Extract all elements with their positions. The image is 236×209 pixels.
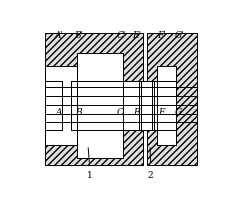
Bar xyxy=(77,130,122,158)
Bar xyxy=(45,81,62,130)
Text: 2: 2 xyxy=(148,171,154,180)
Text: G': G' xyxy=(175,31,185,40)
Bar xyxy=(71,81,141,130)
Text: A': A' xyxy=(55,31,63,40)
Bar xyxy=(45,66,77,145)
Bar xyxy=(77,53,122,158)
Bar xyxy=(45,81,62,130)
Bar xyxy=(45,33,143,165)
Bar xyxy=(157,66,176,81)
Bar xyxy=(139,81,154,130)
Bar xyxy=(45,66,77,145)
Text: A: A xyxy=(56,108,62,117)
Bar xyxy=(157,66,176,145)
Bar xyxy=(157,66,176,145)
Bar xyxy=(152,81,176,130)
Bar xyxy=(139,81,154,130)
Text: B: B xyxy=(75,108,82,117)
Bar xyxy=(147,33,197,165)
Bar xyxy=(77,81,140,130)
Bar xyxy=(77,53,122,158)
Text: 1: 1 xyxy=(87,171,93,180)
Text: B': B' xyxy=(74,31,83,40)
Text: C': C' xyxy=(116,31,126,40)
Bar xyxy=(71,81,141,130)
Text: F': F' xyxy=(158,31,166,40)
Text: E: E xyxy=(133,108,139,117)
Bar xyxy=(152,81,176,130)
Bar xyxy=(157,130,176,145)
Text: F: F xyxy=(158,108,164,117)
Text: C: C xyxy=(117,108,124,117)
Text: G: G xyxy=(175,108,182,117)
Bar xyxy=(77,53,122,81)
Text: E': E' xyxy=(132,31,141,40)
